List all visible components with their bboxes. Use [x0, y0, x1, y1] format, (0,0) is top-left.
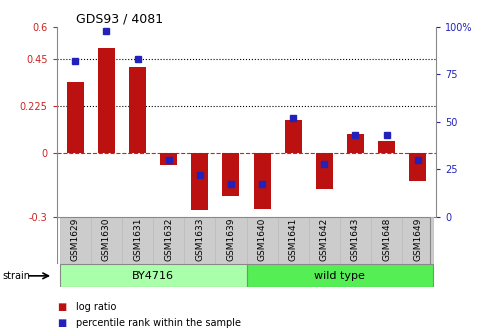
Bar — [409, 154, 426, 181]
Text: GDS93 / 4081: GDS93 / 4081 — [76, 13, 163, 26]
Text: ■: ■ — [57, 302, 66, 312]
Bar — [160, 154, 177, 165]
Bar — [278, 217, 309, 264]
Bar — [402, 217, 433, 264]
Bar — [246, 217, 278, 264]
Bar — [316, 154, 333, 189]
Bar — [91, 217, 122, 264]
Bar — [122, 217, 153, 264]
Text: GSM1648: GSM1648 — [382, 218, 391, 261]
Text: ■: ■ — [57, 318, 66, 328]
Text: log ratio: log ratio — [76, 302, 117, 312]
Bar — [246, 264, 433, 287]
Bar — [371, 217, 402, 264]
Bar — [284, 120, 302, 154]
Bar — [215, 217, 246, 264]
Text: GSM1642: GSM1642 — [320, 218, 329, 261]
Text: GSM1633: GSM1633 — [195, 217, 204, 261]
Text: strain: strain — [2, 271, 31, 281]
Bar — [60, 217, 91, 264]
Bar — [253, 154, 271, 209]
Text: GSM1649: GSM1649 — [413, 218, 422, 261]
Text: GSM1643: GSM1643 — [351, 218, 360, 261]
Text: GSM1641: GSM1641 — [289, 218, 298, 261]
Bar — [60, 264, 246, 287]
Bar — [309, 217, 340, 264]
Bar — [184, 217, 215, 264]
Bar — [98, 48, 115, 154]
Bar — [222, 154, 240, 196]
Bar — [191, 154, 209, 210]
Text: wild type: wild type — [315, 270, 365, 281]
Text: GSM1630: GSM1630 — [102, 217, 111, 261]
Text: GSM1629: GSM1629 — [71, 218, 80, 261]
Bar — [67, 82, 84, 154]
Text: GSM1640: GSM1640 — [257, 218, 267, 261]
Text: GSM1639: GSM1639 — [226, 217, 236, 261]
Text: BY4716: BY4716 — [132, 270, 174, 281]
Text: GSM1631: GSM1631 — [133, 217, 142, 261]
Bar — [129, 67, 146, 154]
Text: percentile rank within the sample: percentile rank within the sample — [76, 318, 242, 328]
Bar — [347, 134, 364, 154]
Bar — [153, 217, 184, 264]
Bar — [378, 141, 395, 154]
Bar — [340, 217, 371, 264]
Text: GSM1632: GSM1632 — [164, 218, 173, 261]
